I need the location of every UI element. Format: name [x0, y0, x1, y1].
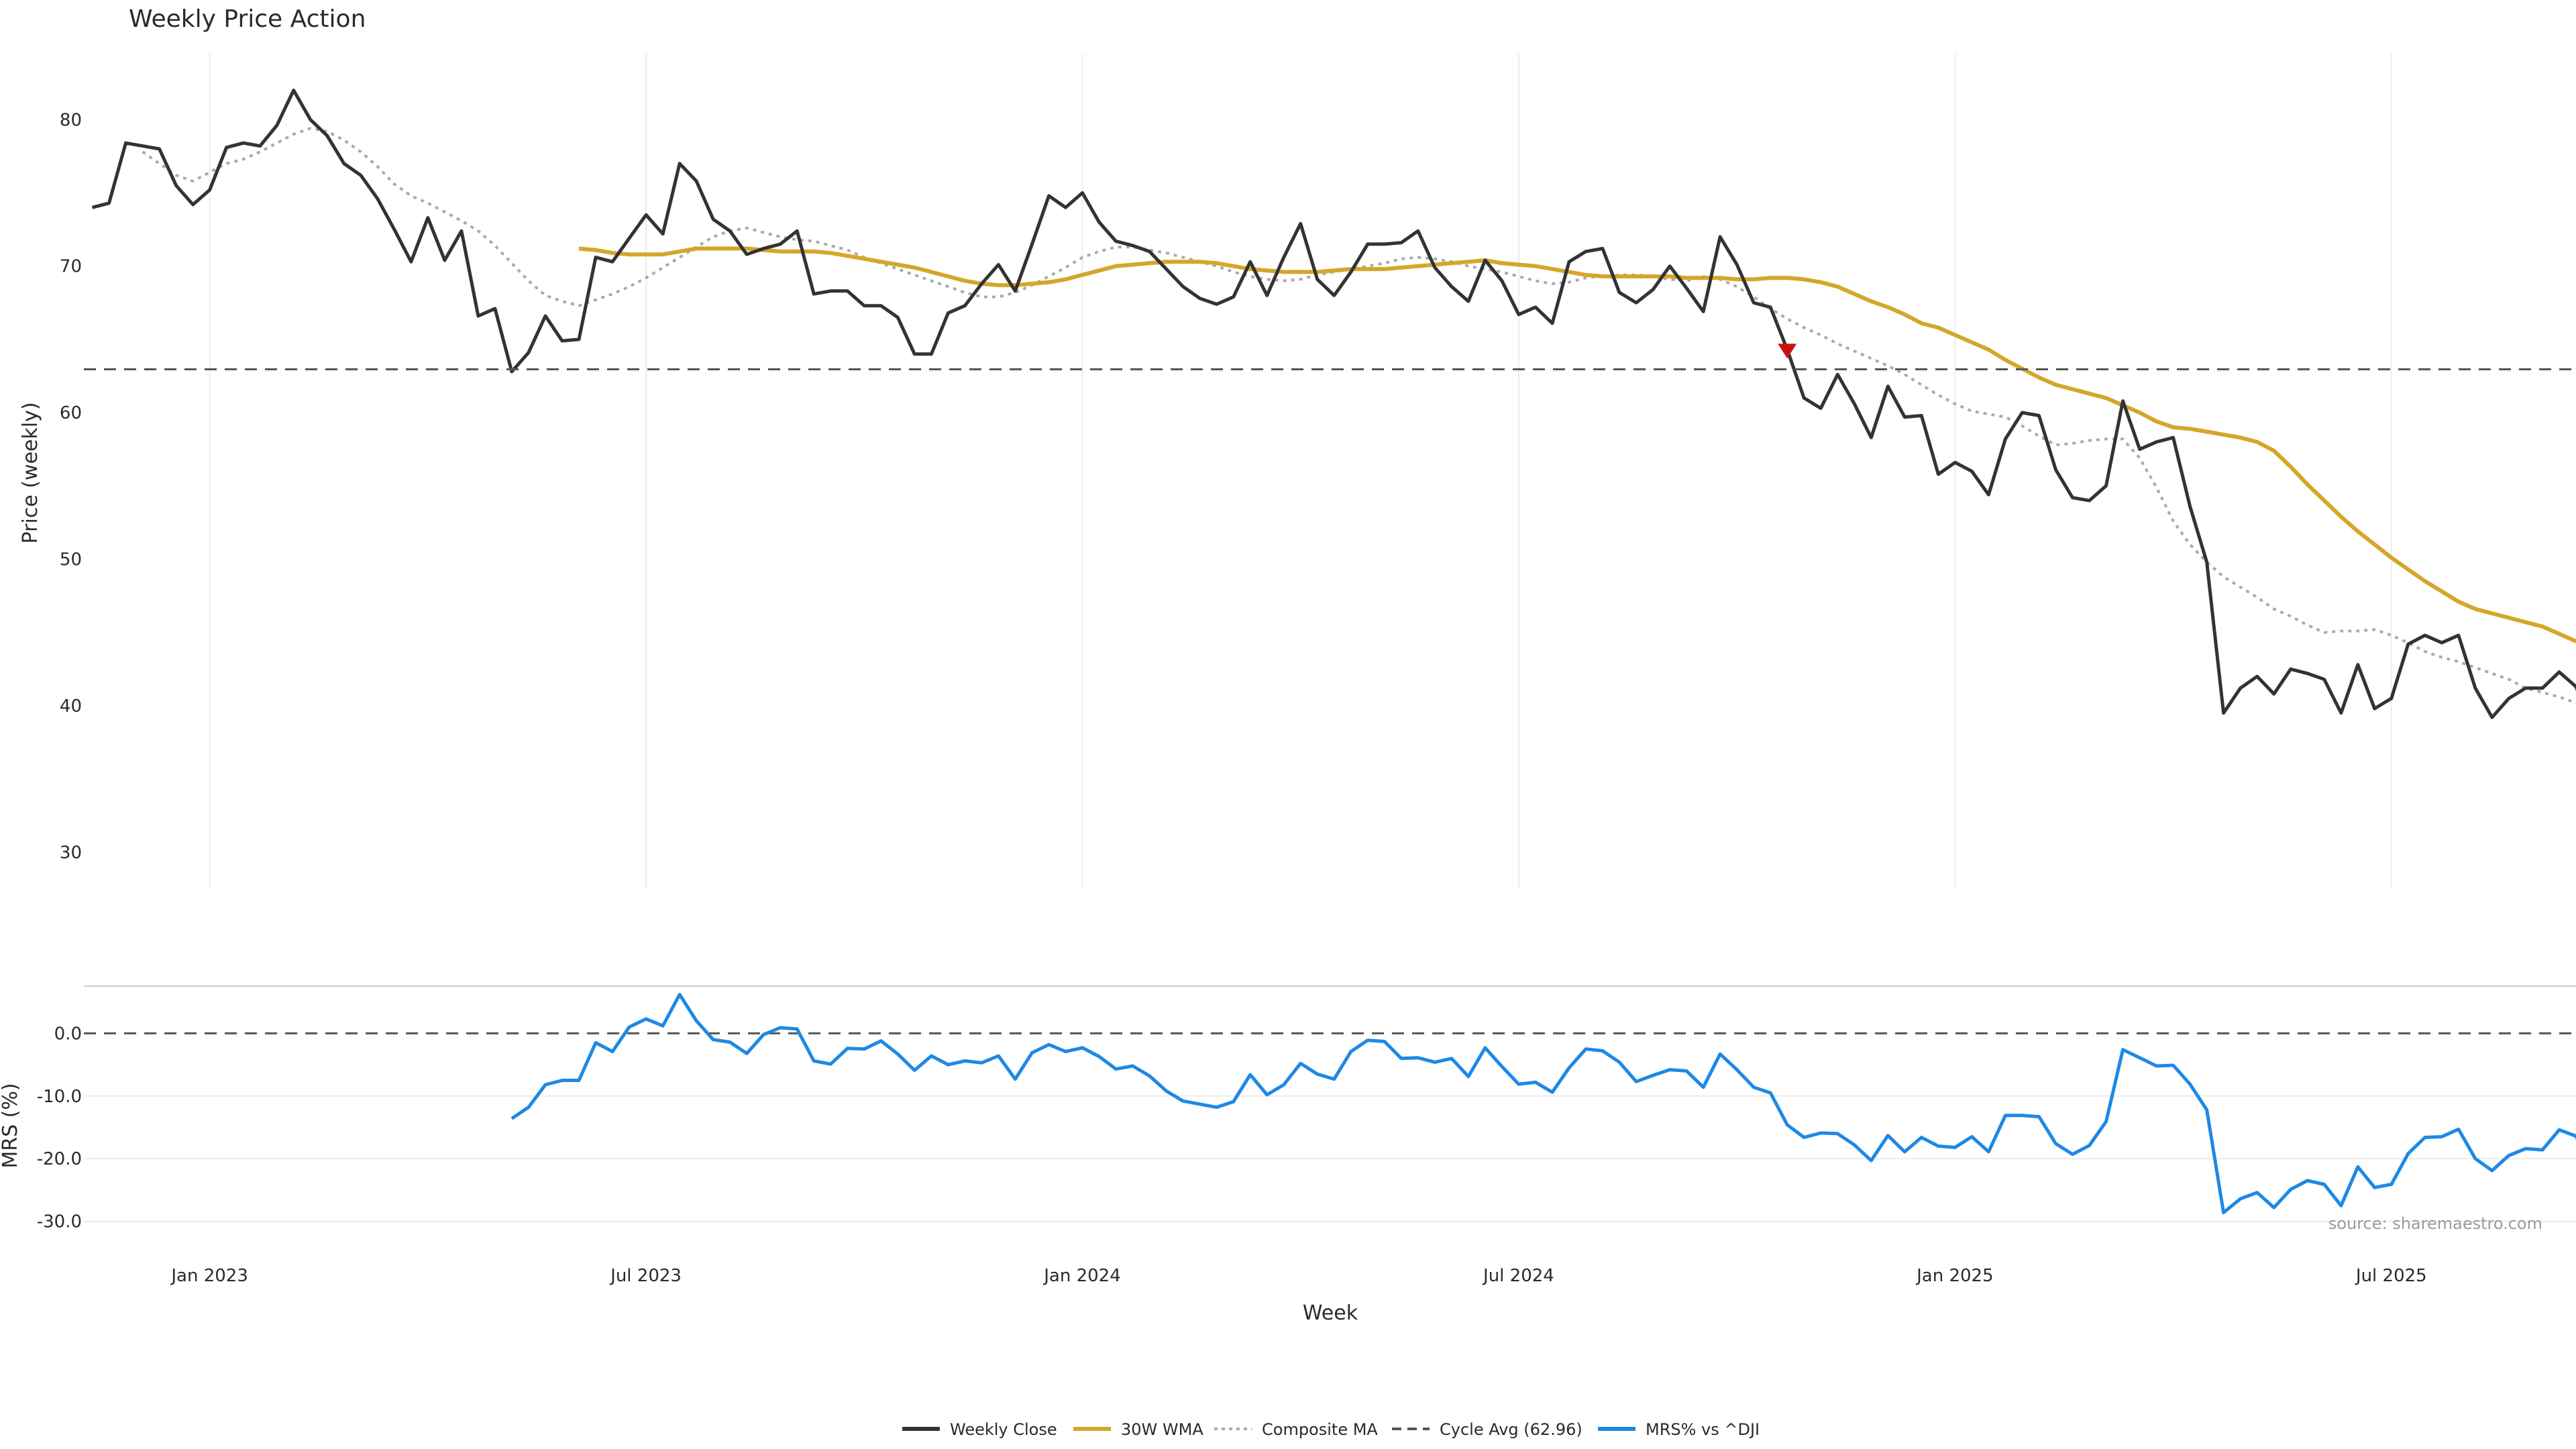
price-y-ticks: 30 40 50 60 70 80 — [60, 110, 82, 863]
price-y-tick-label: 30 — [60, 843, 82, 863]
mrs-series — [84, 993, 2576, 1215]
x-axis-label: Week — [1303, 1301, 1358, 1325]
series-weekly-close — [91, 89, 2576, 719]
price-y-axis-label: Price (weekly) — [19, 402, 42, 543]
price-gridlines — [209, 54, 2392, 889]
x-tick-label: Jul 2023 — [609, 1266, 682, 1286]
legend-item-weekly-close: Weekly Close — [902, 1420, 1057, 1439]
mrs-y-axis-label: MRS (%) — [0, 1083, 22, 1168]
x-tick-label: Jan 2024 — [1042, 1266, 1121, 1286]
x-tick-label: Jul 2024 — [1482, 1266, 1554, 1286]
source-note: source: sharemaestro.com — [2328, 1214, 2542, 1233]
mrs-gridlines — [84, 1095, 2576, 1222]
signal-marker — [1778, 343, 1797, 359]
legend-label: Composite MA — [1262, 1420, 1378, 1439]
legend-label: Weekly Close — [950, 1420, 1057, 1439]
x-tick-label: Jan 2025 — [1915, 1266, 1994, 1286]
series-mrs-vs-dji — [511, 993, 2576, 1215]
legend-item-mrs-vs-dji: MRS% vs ^DJI — [1598, 1420, 1760, 1439]
price-y-tick-label: 40 — [60, 696, 82, 716]
x-tick-label: Jan 2023 — [170, 1266, 248, 1286]
price-y-tick-label: 70 — [60, 257, 82, 277]
price-panel: 30 40 50 60 70 80 Price (weekly) — [19, 54, 2576, 889]
price-y-tick-label: 50 — [60, 550, 82, 570]
price-y-tick-label: 60 — [60, 403, 82, 423]
price-series — [84, 89, 2576, 719]
price-y-tick-label: 80 — [60, 110, 82, 130]
mrs-y-tick-label: -30.0 — [37, 1212, 82, 1232]
legend-item-composite-ma: Composite MA — [1214, 1420, 1378, 1439]
price-annotations — [1778, 343, 1797, 359]
mrs-y-tick-label: -20.0 — [37, 1149, 82, 1169]
series-30w-wma — [578, 246, 2576, 644]
mrs-y-ticks: 0.0 -10.0 -20.0 -30.0 — [37, 1024, 82, 1232]
legend: Weekly Close 30W WMA Composite MA Cycle Avg… — [902, 1420, 1760, 1439]
chart-title: Weekly Price Action — [129, 5, 366, 33]
legend-item-30w-wma: 30W WMA — [1073, 1420, 1203, 1439]
legend-label: Cycle Avg (62.96) — [1440, 1420, 1582, 1439]
mrs-panel: 0.0 -10.0 -20.0 -30.0 MRS (%) source: share… — [0, 993, 2576, 1233]
x-tick-label: Jul 2025 — [2355, 1266, 2427, 1286]
x-axis-ticks: Jan 2023 Jul 2023 Jan 2024 Jul 2024 Jan 2025… — [170, 1266, 2426, 1286]
mrs-y-tick-label: 0.0 — [54, 1024, 82, 1044]
legend-item-cycle-avg-62-96: Cycle Avg (62.96) — [1392, 1420, 1582, 1439]
legend-label: MRS% vs ^DJI — [1646, 1420, 1760, 1439]
mrs-y-tick-label: -10.0 — [37, 1087, 82, 1107]
legend-label: 30W WMA — [1121, 1420, 1203, 1439]
